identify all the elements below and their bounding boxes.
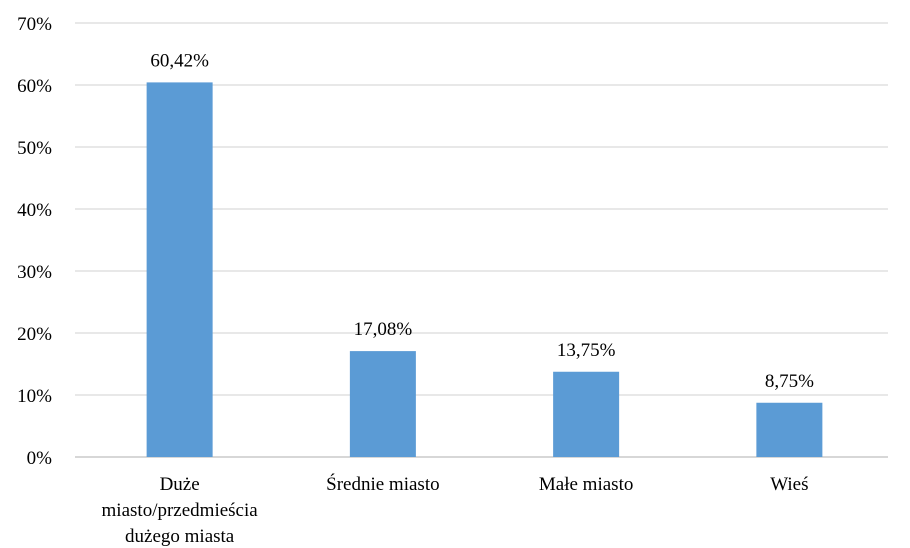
data-label: 17,08% (354, 319, 413, 340)
x-tick-label-line: Średnie miasto (326, 473, 439, 495)
bar (553, 371, 620, 457)
bar (146, 82, 213, 457)
x-tick-label: Małe miasto (539, 474, 633, 495)
x-tick-label-line: Wieś (770, 474, 808, 495)
data-label: 60,42% (150, 50, 209, 71)
bar (349, 351, 416, 457)
data-label: 13,75% (557, 340, 616, 361)
y-tick-label: 20% (17, 324, 52, 345)
y-tick-label: 50% (17, 138, 52, 159)
x-tick-label-line: miasto/przedmieścia (102, 500, 259, 521)
y-tick-label: 0% (27, 448, 53, 469)
y-tick-label: 60% (17, 76, 52, 97)
y-axis-tick-labels: 0% 10% 20% 30% 40% 50% 60% 70% (17, 14, 52, 469)
data-labels: 60,42% 17,08% 13,75% 8,75% (150, 50, 814, 391)
bar (756, 402, 823, 457)
x-tick-label: Wieś (770, 474, 808, 495)
x-tick-label-line: Duże (160, 474, 200, 495)
y-tick-label: 30% (17, 262, 52, 283)
x-tick-label: Średnie miasto (326, 473, 439, 495)
y-tick-label: 10% (17, 386, 52, 407)
y-tick-label: 70% (17, 14, 52, 35)
data-label: 8,75% (765, 371, 814, 392)
y-tick-label: 40% (17, 200, 52, 221)
bars (146, 82, 823, 457)
x-tick-label-line: Małe miasto (539, 474, 633, 495)
x-tick-label: Duże miasto/przedmieścia dużego miasta (102, 474, 259, 547)
x-axis-category-labels: Duże miasto/przedmieścia dużego miasta Śred… (102, 473, 809, 547)
x-tick-label-line: dużego miasta (125, 526, 235, 547)
